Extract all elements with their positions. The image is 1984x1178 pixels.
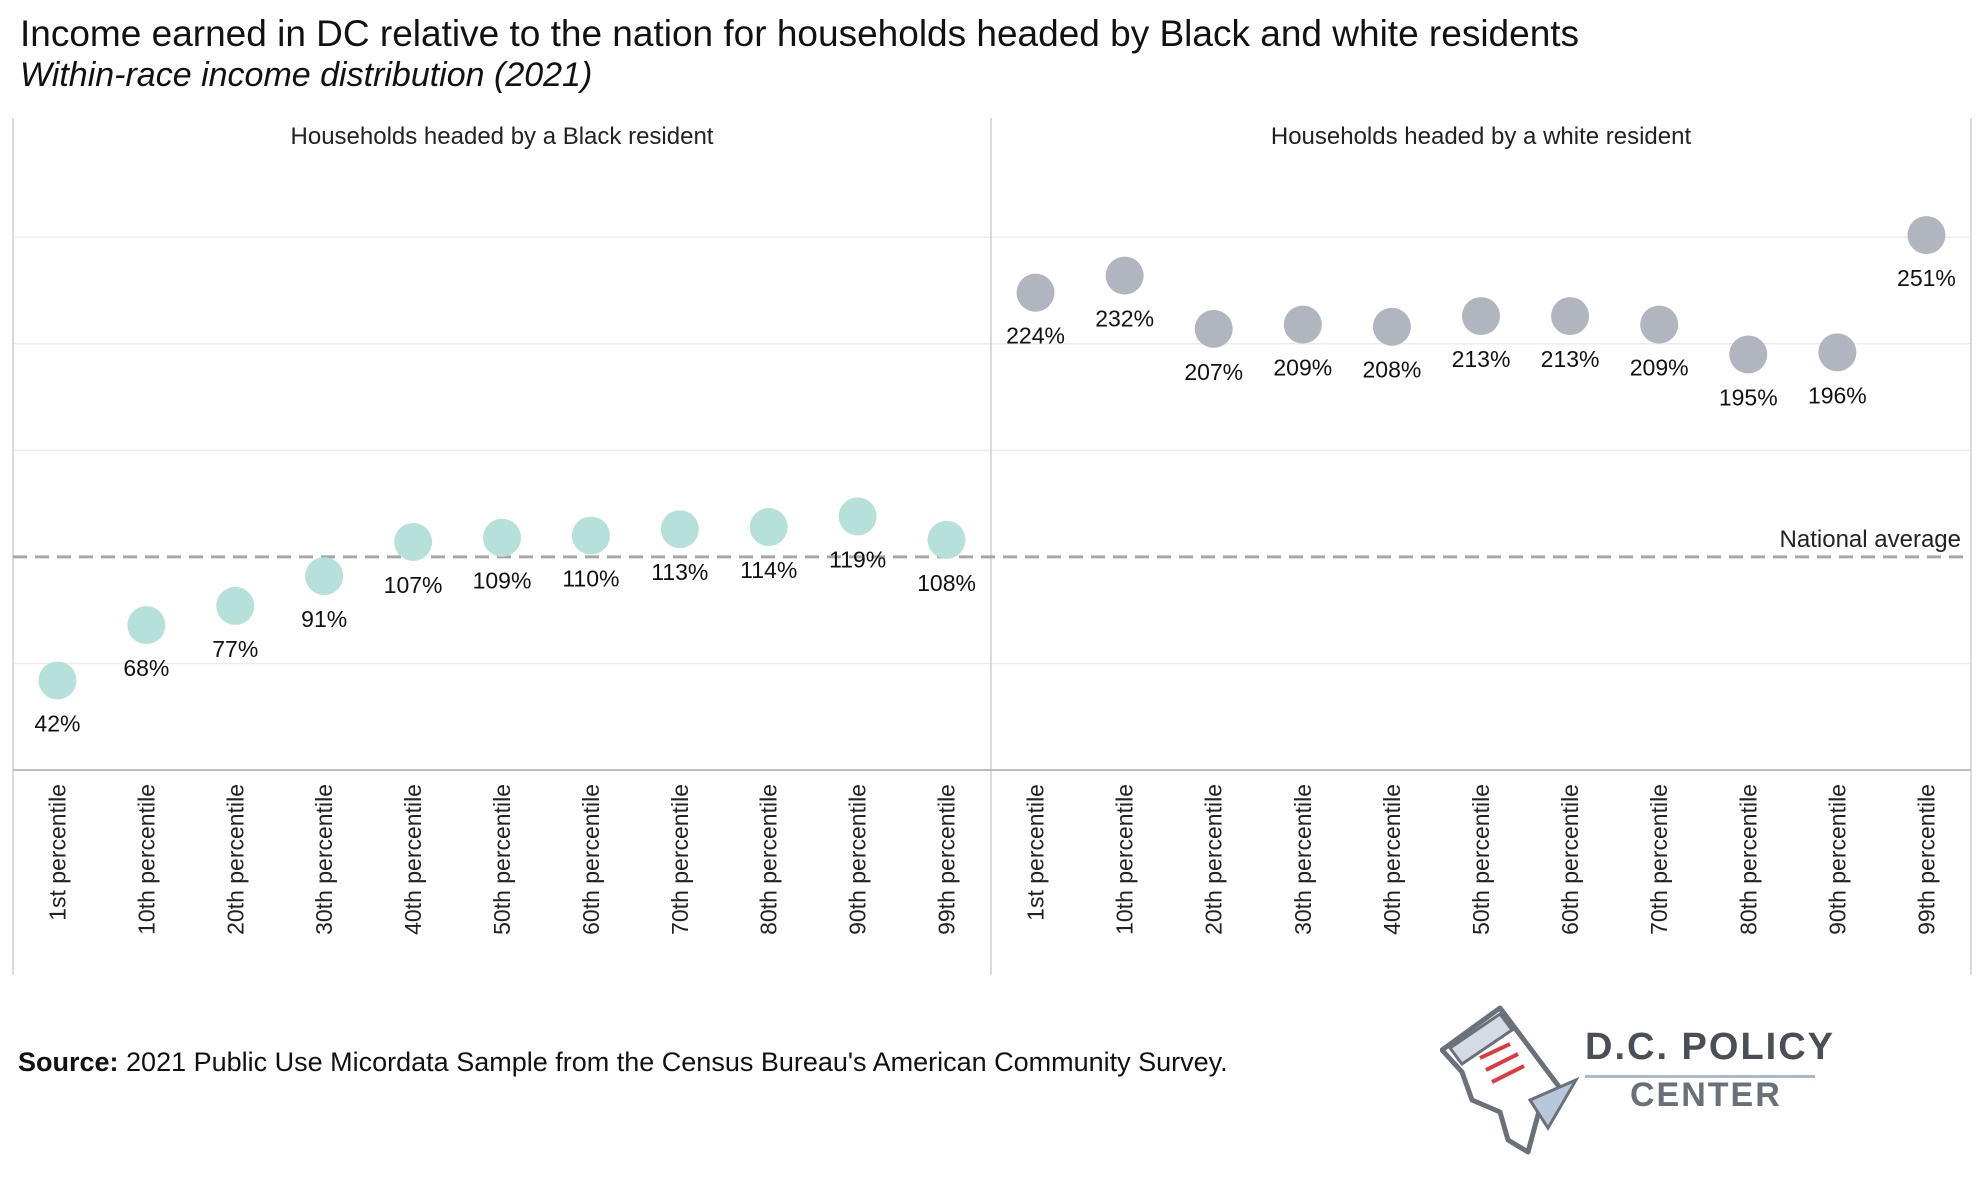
data-point	[749, 508, 788, 547]
data-point	[660, 510, 699, 549]
data-label: 208%	[1362, 357, 1421, 383]
x-tick-label: 20th percentile	[222, 784, 248, 935]
national-average-label: National average	[1780, 526, 1961, 553]
data-point	[1907, 216, 1946, 255]
x-tick-label: 80th percentile	[1735, 784, 1761, 935]
x-tick-label: 90th percentile	[845, 784, 871, 935]
data-label: 196%	[1808, 382, 1867, 408]
dot-plot-chart: National average Households headed by a B…	[12, 118, 1972, 975]
data-label: 113%	[651, 559, 708, 585]
data-point	[127, 606, 166, 645]
panel-title: Households headed by a white resident	[1271, 123, 1692, 150]
data-label: 42%	[34, 710, 80, 736]
data-label: 209%	[1273, 355, 1332, 381]
data-label: 207%	[1184, 359, 1243, 385]
data-point	[394, 522, 433, 561]
data-point	[216, 586, 255, 625]
x-tick-label: 1st percentile	[44, 784, 70, 921]
x-tick-label: 30th percentile	[1290, 784, 1316, 935]
x-tick-label: 60th percentile	[1557, 784, 1583, 935]
data-point	[1818, 333, 1857, 372]
data-label: 232%	[1095, 306, 1154, 332]
dc-map-logo-icon	[1440, 1005, 1580, 1155]
data-label: 91%	[301, 606, 347, 632]
chart-subtitle: Within-race income distribution (2021)	[20, 56, 593, 94]
data-label: 213%	[1452, 346, 1511, 372]
data-point	[1372, 307, 1411, 346]
data-label: 224%	[1006, 323, 1065, 349]
data-point	[1729, 335, 1768, 374]
data-label: 110%	[562, 566, 619, 592]
x-tick-label: 80th percentile	[756, 784, 782, 935]
data-point	[305, 557, 344, 596]
data-label: 68%	[123, 655, 169, 681]
data-label: 195%	[1719, 384, 1778, 410]
data-point	[571, 516, 610, 555]
x-tick-label: 99th percentile	[1913, 784, 1939, 935]
data-label: 251%	[1897, 265, 1956, 291]
chart-title: Income earned in DC relative to the nati…	[20, 13, 1580, 54]
data-label: 114%	[740, 557, 797, 583]
data-label: 119%	[829, 546, 886, 572]
x-tick-label: 10th percentile	[133, 784, 159, 935]
x-tick-label: 99th percentile	[934, 784, 960, 935]
data-point	[927, 520, 966, 559]
x-tick-label: 20th percentile	[1201, 784, 1227, 935]
data-point	[838, 497, 877, 536]
x-tick-label: 40th percentile	[400, 784, 426, 935]
x-tick-label: 50th percentile	[489, 784, 515, 935]
panel-title: Households headed by a Black resident	[291, 123, 714, 150]
source-label: Source:	[18, 1047, 119, 1077]
data-point	[1105, 256, 1144, 295]
data-point	[1462, 297, 1500, 336]
x-tick-label: 60th percentile	[578, 784, 604, 935]
logo-wordmark-line1: D.C. POLICY	[1585, 1026, 1836, 1068]
data-point	[1194, 309, 1233, 348]
data-point	[1016, 273, 1055, 312]
x-tick-label: 1st percentile	[1023, 784, 1049, 921]
data-point	[1551, 297, 1590, 336]
data-point	[1640, 305, 1679, 344]
logo-divider	[1585, 1075, 1815, 1078]
x-tick-label: 90th percentile	[1824, 784, 1850, 935]
data-point	[38, 661, 77, 700]
x-tick-label: 70th percentile	[667, 784, 693, 935]
source-text: 2021 Public Use Micordata Sample from th…	[118, 1047, 1228, 1077]
data-label: 109%	[473, 568, 532, 594]
x-tick-label: 50th percentile	[1468, 784, 1494, 935]
data-point	[1283, 305, 1322, 344]
data-label: 209%	[1630, 355, 1689, 381]
x-tick-label: 70th percentile	[1646, 784, 1672, 935]
logo-wordmark-line2: CENTER	[1630, 1076, 1782, 1114]
x-tick-label: 30th percentile	[311, 784, 337, 935]
data-label: 213%	[1541, 346, 1600, 372]
x-tick-label: 10th percentile	[1112, 784, 1138, 935]
source-note: Source: 2021 Public Use Micordata Sample…	[18, 1046, 1248, 1078]
data-point	[483, 518, 521, 557]
data-label: 107%	[384, 572, 443, 598]
data-label: 108%	[917, 570, 976, 596]
x-tick-label: 40th percentile	[1379, 784, 1405, 935]
data-label: 77%	[212, 636, 258, 662]
